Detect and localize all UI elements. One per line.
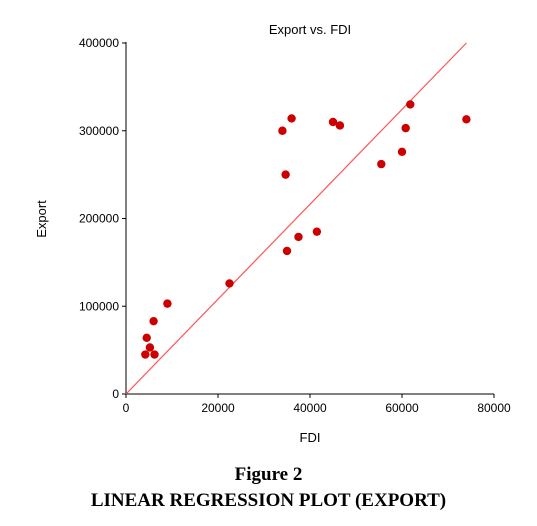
data-point [163,299,172,308]
figure-label: Figure 2 [234,464,303,485]
data-points [141,100,471,359]
data-point [294,232,303,242]
data-point [328,117,338,127]
data-point [401,123,410,133]
data-point [462,115,471,124]
y-tick-label: 400000 [79,36,119,50]
x-axis-label: FDI [300,430,321,445]
data-point [282,246,292,256]
x-tick-label: 0 [123,401,130,415]
data-point [142,333,151,343]
y-tick-label: 0 [112,387,119,401]
data-point [312,227,322,236]
data-point [281,170,290,179]
figure-title: LINEAR REGRESSION PLOT (EXPORT) [90,490,447,511]
regression-line [125,42,467,395]
chart-title: Export vs. FDI [269,22,351,37]
data-point [406,100,415,109]
data-point [377,159,386,169]
data-point [287,114,296,123]
x-tick-label: 20000 [201,401,235,415]
data-point [225,279,234,288]
x-tick-label: 40000 [293,401,327,415]
x-tick-label: 60000 [385,401,419,415]
axes [125,42,494,395]
data-point [149,316,158,326]
data-point [141,350,150,359]
y-tick-label: 100000 [79,299,119,313]
data-point [397,147,407,157]
y-tick-label: 200000 [79,212,119,226]
y-tick-label: 300000 [79,124,119,138]
data-point [335,121,345,130]
data-point [150,350,159,359]
tick-labels: 0 20000 40000 60000 80000 0 100000 200000 300000… [79,36,511,415]
x-tick-label: 80000 [477,401,511,415]
scatter-chart: Export vs. FDI 0 20000 40000 60000 80000 0 100… [34,22,511,445]
data-point [278,126,287,135]
tick-marks [122,42,495,398]
y-axis-label: Export [34,200,49,238]
regression-line-group [125,42,467,395]
data-point [145,343,155,352]
